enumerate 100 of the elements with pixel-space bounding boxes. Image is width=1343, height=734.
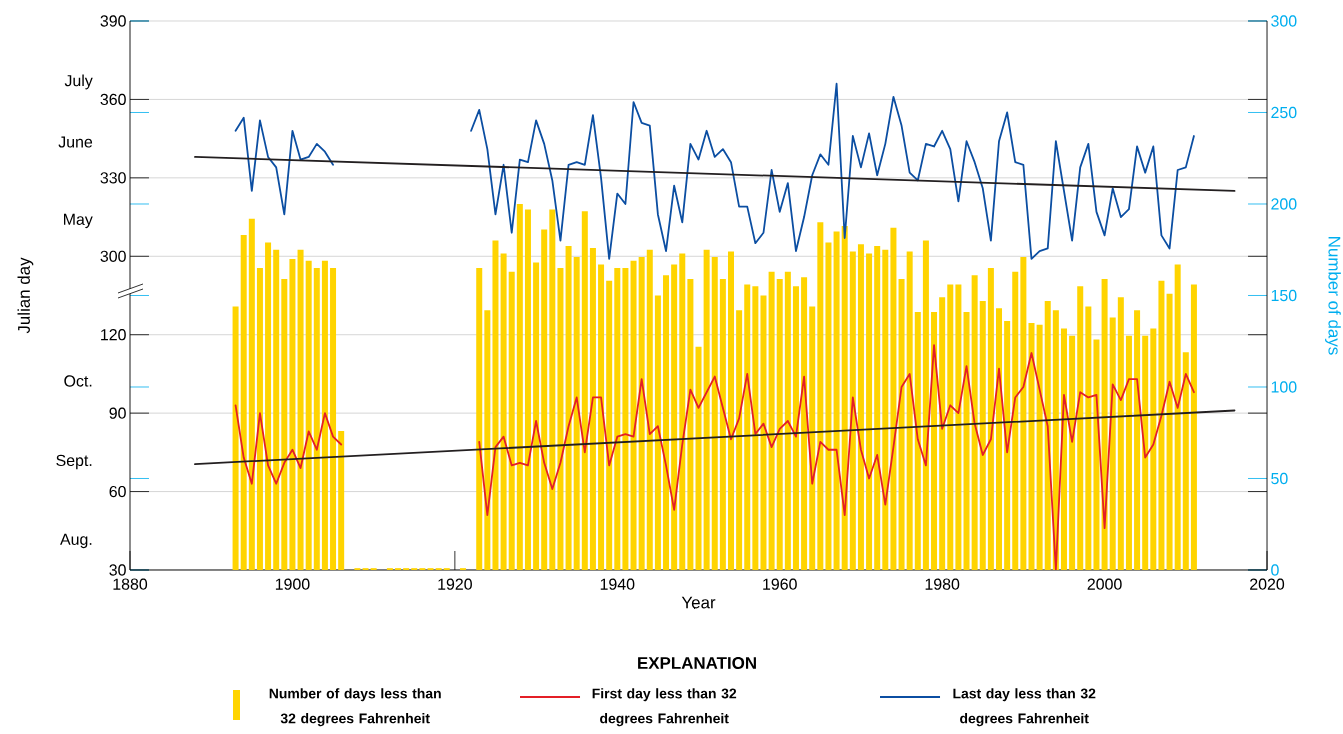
bar [1060,328,1067,570]
bar [638,257,645,570]
legend-label: Last day less than 32 degrees Fahrenheit [953,688,1096,727]
text: July [64,74,93,90]
bar [963,311,970,570]
bar [971,275,978,570]
bar [711,257,718,570]
bar [646,249,653,570]
y3-tick-label: 360 [100,93,126,106]
bar [979,300,986,570]
bar [1069,335,1076,570]
bar [492,240,499,570]
bar [1012,271,1019,570]
bar [289,258,296,570]
text: Sept. [56,454,92,470]
bar [297,249,304,570]
bar [687,279,694,570]
bar [671,264,678,570]
y3-tick-label: 330 [100,172,126,184]
bar [719,279,726,570]
y2-tick-label: 100 [1271,381,1297,393]
bar [727,251,734,570]
bar [589,247,596,570]
bar [338,430,345,570]
bar [654,295,661,570]
bar [281,279,288,570]
text: June [58,136,93,148]
x-tick-label: 2000 [1087,578,1122,590]
x-tick-label: 2020 [1250,578,1285,590]
y2-tick-label: 200 [1271,198,1297,210]
text: Oct. [64,375,92,387]
bar [866,253,873,570]
bar [1125,335,1132,570]
bar [752,286,759,570]
bar [1044,300,1051,570]
y2-tick-label: 50 [1271,472,1288,485]
bar [857,244,864,570]
bar [1142,335,1149,570]
bar [557,268,564,570]
y2-tick-label: 300 [1271,15,1297,27]
bar [1004,321,1011,570]
bar [321,260,328,570]
bar [265,242,272,570]
bar [776,279,783,570]
bar [801,277,808,570]
legend-title: EXPLANATION [638,657,756,669]
y3-tick-label: 300 [100,250,126,262]
bar [614,268,621,570]
bar [792,286,799,570]
bar [622,268,629,570]
bar [695,346,702,570]
bar [817,222,824,570]
bar [679,253,686,570]
y-tick-label: 120 [101,329,126,341]
bar [809,306,816,570]
bar [1109,317,1116,570]
x-tick-label: 1880 [113,578,148,590]
text: Aug. [60,533,92,549]
bar [476,268,483,570]
bar [1190,284,1197,570]
bar [1150,328,1157,570]
bar [703,249,710,570]
bar [939,297,946,570]
bar [484,310,491,570]
bar [931,311,938,570]
bar [825,242,832,570]
bar [1077,286,1084,570]
bar [841,225,848,570]
bar [598,264,605,570]
bar [305,260,312,570]
bar [1182,352,1189,570]
bar [313,268,320,570]
bar [1158,280,1165,570]
bar [768,271,775,570]
bar [533,262,540,570]
bar [784,271,791,570]
bar [1134,310,1141,570]
y2-tick-label: 0 [1271,564,1279,576]
bar [524,209,531,570]
bar [240,235,247,570]
bar [1028,322,1035,570]
bar [330,268,337,570]
bar [508,271,515,570]
bar [874,246,881,570]
bar [736,310,743,570]
text: May [64,213,93,229]
bar [516,204,523,570]
bar [573,257,580,570]
y-tick-label: 90 [109,407,126,419]
bar [955,284,962,570]
bar [898,279,905,570]
bar [890,227,897,570]
bar [663,275,670,570]
x-axis-title: Year [681,596,716,609]
bar [914,311,921,570]
y2-tick-label: 250 [1271,106,1297,119]
bar [849,251,856,570]
y-axis-title: Julian day [17,257,34,334]
bar [1174,264,1181,570]
legend-label: Number of days less than 32 degrees Fahrenheit [269,688,441,727]
